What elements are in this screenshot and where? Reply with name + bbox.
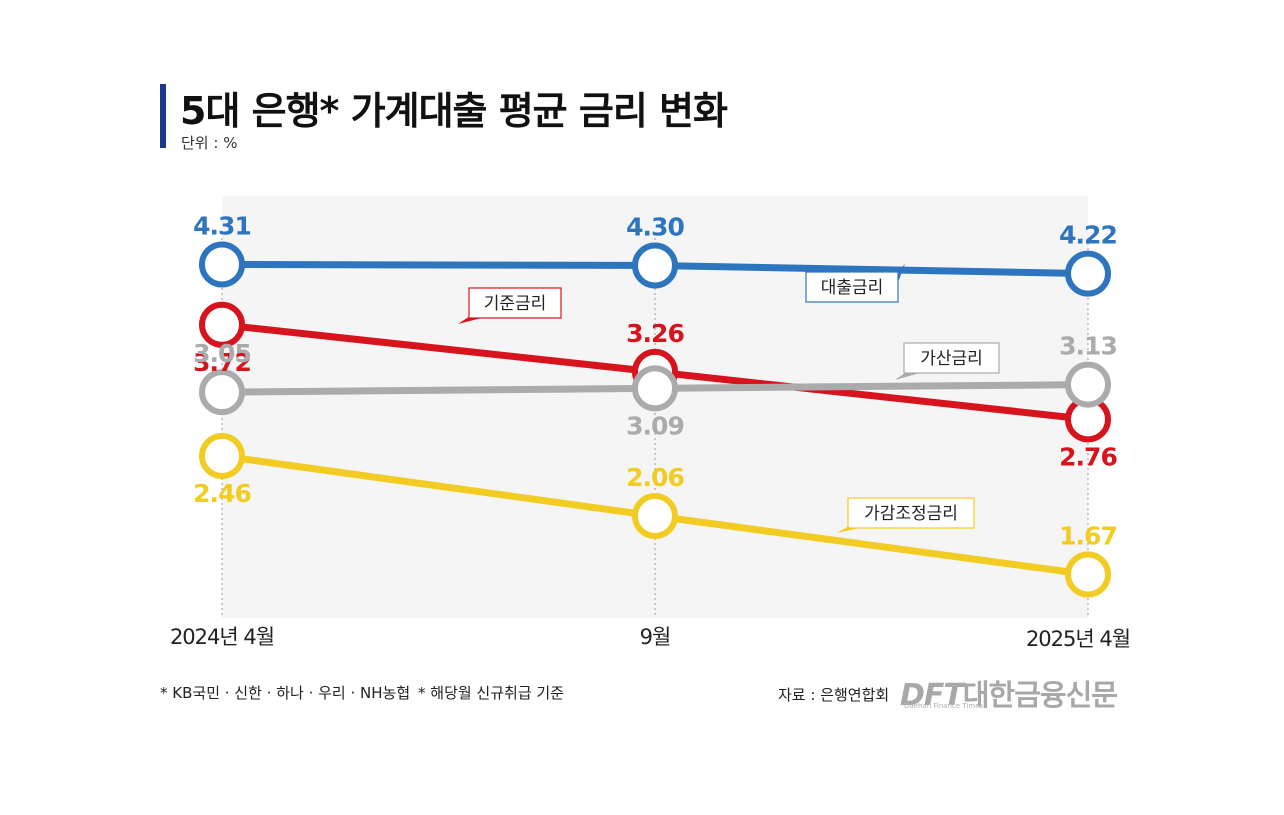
logo: DFT대한금융신문 Daehan Finance Times [900, 672, 1118, 714]
logo-mark: DFT [900, 678, 964, 713]
callout-box-2 [903, 342, 1000, 374]
value-label-0-1: 4.30 [626, 212, 684, 241]
x-tick-labels: 2024년 4월 9월 2025년 4월 [170, 625, 1131, 651]
logo-name: 대한금융신문 [962, 678, 1118, 712]
unit-label: 단위 : % [181, 134, 238, 152]
callout-label-3: 가감조정금리 [864, 504, 958, 524]
point-3-2 [1065, 551, 1111, 598]
point-3-1 [632, 493, 678, 539]
logo-subtitle: Daehan Finance Times [904, 702, 984, 710]
point-2-2 [1065, 361, 1111, 408]
x-tick-label-2: 2025년 4월 [1026, 627, 1130, 651]
footnote-basis: * 해당월 신규취급 기준 [418, 684, 565, 702]
callout-label-1: 기준금리 [484, 294, 547, 314]
x-tick-label-0: 2024년 4월 [170, 625, 274, 649]
value-label-1-1: 3.26 [626, 319, 684, 348]
x-tick-label-1: 9월 [640, 625, 671, 649]
data-labels: 4.31 4.30 4.22 3.72 3.26 2.76 3.05 3.09 3.13 2.46… [193, 211, 1118, 551]
callout-box-1 [468, 287, 562, 319]
point-0-1 [632, 242, 678, 289]
value-label-2-1: 3.09 [626, 411, 684, 440]
value-label-2-2: 3.13 [1059, 332, 1117, 361]
point-0-2 [1065, 250, 1111, 297]
point-0-0 [199, 241, 245, 288]
value-label-3-2: 1.67 [1059, 522, 1117, 551]
value-label-1-0: 3.72 [193, 348, 251, 377]
point-1-0 [199, 301, 245, 348]
chart-title: 5대 은행* 가계대출 평균 금리 변화 [180, 89, 728, 133]
value-label-3-0: 2.46 [193, 479, 251, 508]
footnote-banks: * KB국민 · 신한 · 하나 · 우리 · NH농협 [160, 684, 411, 702]
data-points [199, 241, 1111, 598]
title-accent-bar [160, 84, 166, 148]
callout-label-2: 가산금리 [920, 349, 983, 369]
point-3-0 [199, 433, 245, 479]
value-label-0-2: 4.22 [1059, 221, 1117, 250]
value-label-1-2: 2.76 [1059, 442, 1117, 471]
callout-label-0: 대출금리 [821, 278, 884, 298]
value-label-2-0: 3.05 [193, 339, 251, 368]
callout-box-3 [847, 497, 975, 529]
value-label-3-1: 2.06 [626, 463, 684, 492]
callout-box-0 [805, 271, 899, 303]
point-2-0 [199, 369, 245, 416]
point-2-1 [632, 365, 678, 412]
source-label: 자료 : 은행연합회 [778, 686, 890, 704]
value-label-0-0: 4.31 [193, 211, 251, 240]
